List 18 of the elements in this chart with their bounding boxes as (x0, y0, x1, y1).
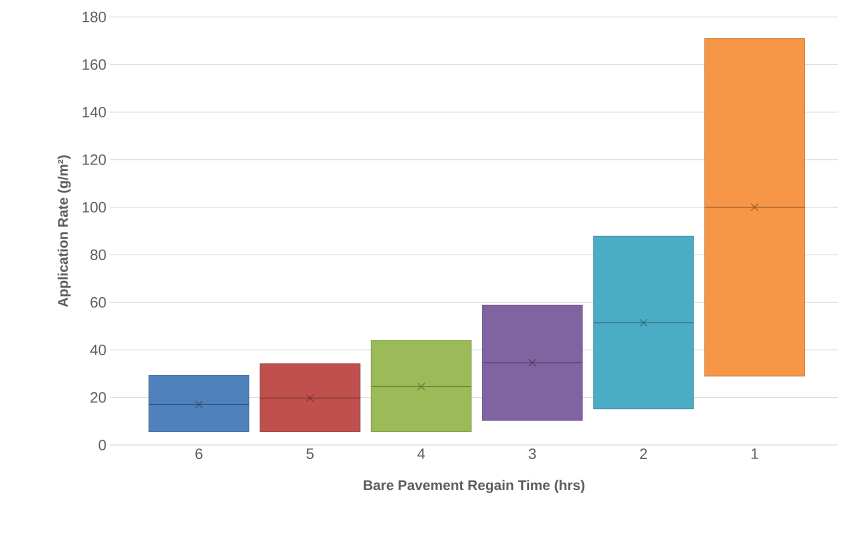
x-axis-title: Bare Pavement Regain Time (hrs) (364, 480, 584, 493)
y-tick-label: 40 (90, 344, 106, 356)
y-tick-label: 20 (90, 392, 106, 403)
y-tick-label: 0 (98, 440, 106, 450)
x-tick-label: 1 (752, 448, 758, 459)
y-tick-label: 60 (90, 297, 106, 308)
x-tick-label: 5 (306, 448, 314, 459)
y-tick-label: 80 (90, 249, 106, 260)
y-tick-label: 180 (82, 12, 106, 22)
x-tick-label: 3 (528, 448, 536, 460)
x-tick-label: 4 (417, 448, 425, 459)
y-tick-label: 140 (82, 106, 106, 118)
y-tick-label: 160 (82, 59, 106, 70)
y-tick-label: 100 (82, 202, 106, 213)
y-tick-label: 120 (82, 154, 106, 165)
x-tick-label: 6 (196, 448, 202, 460)
y-axis-title: Application Rate (g/m²) (58, 155, 71, 307)
x-tick-label: 2 (640, 448, 647, 459)
